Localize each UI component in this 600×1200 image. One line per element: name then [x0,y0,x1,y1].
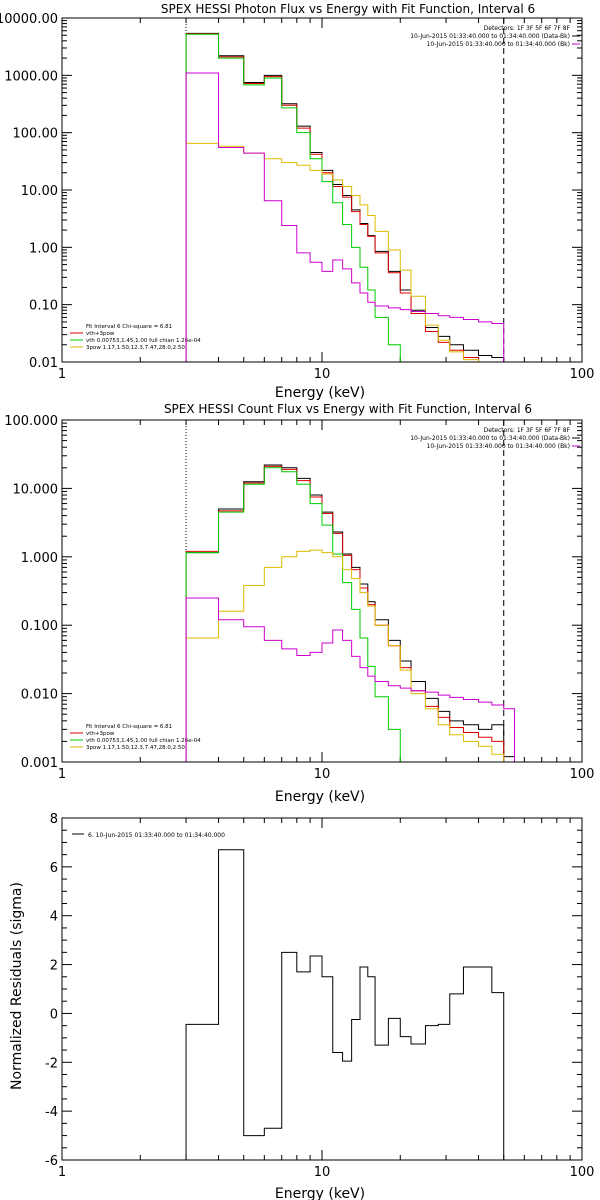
info-line: 10-Jun-2015 01:33:40.000 to 01:34:40.000… [410,33,570,40]
y-tick-label: 8 [50,812,58,827]
y-tick-label: 100.000 [4,414,58,429]
fit-legend-line: 3pow 1.17,1.50,12.3,7.47,28.0,2.50 [86,345,185,351]
series-line-vth [185,467,412,762]
x-tick-label: 100 [570,367,595,382]
info-line: 10-Jun-2015 01:33:40.000 to 01:34:40.000… [427,443,570,450]
count-info: Detectors: 1F 3F 5F 6F 7F 8F10-Jun-2015 … [410,427,580,450]
photon-flux-panel: SPEX HESSI Photon Flux vs Energy with Fi… [0,2,595,401]
photon-series [185,32,505,362]
count-xaxis-label: Energy (keV) [275,789,365,805]
photon-yticks: 0.01 0.10 1.00 10.00 100.00 1000.00 10000.00 [0,12,582,371]
y-tick-label: 0.01 [29,356,58,371]
residuals-yaxis-label: Normalized Residuals (sigma) [9,882,25,1090]
count-series [185,464,515,762]
residuals-legend: 6. 10-Jun-2015 01:33:40.000 to 01:34:40.… [72,832,225,839]
series-line-3pow [185,142,480,362]
info-line: 10-Jun-2015 01:33:40.000 to 01:34:40.000… [410,435,570,442]
y-tick-label: -4 [45,1105,58,1120]
y-tick-label: -6 [45,1154,58,1169]
x-tick-label: 1 [58,367,66,382]
y-tick-label: 4 [50,910,58,925]
series-line-vth-3pow [185,33,480,362]
fit-legend-line: vth+3pow [86,331,115,337]
residuals-yticks: -6 -4 -2 0 2 4 6 8 [45,812,582,1169]
y-tick-label: 6 [50,861,58,876]
series-line-bk [185,597,515,762]
x-tick-label: 10 [314,1165,331,1180]
y-tick-label: 100.00 [13,127,59,142]
residuals-plot-frame [61,817,583,1161]
x-tick-label: 1 [58,1165,66,1180]
y-tick-label: 1.000 [21,551,58,566]
count-vlines [185,420,505,762]
info-line: 10-Jun-2015 01:33:40.000 to 01:34:40.000… [427,41,570,48]
series-line-3pow [185,549,505,762]
fit-legend-line: Fit Interval 6 Chi-square = 6.81 [86,724,172,730]
photon-xaxis-label: Energy (keV) [275,385,365,401]
series-line-vth [185,33,401,362]
y-tick-label: 0 [50,1007,58,1022]
residuals-legend-label: 6. 10-Jun-2015 01:33:40.000 to 01:34:40.… [88,832,225,839]
photon-vlines [185,18,505,362]
count-flux-panel: SPEX HESSI Count Flux vs Energy with Fit… [4,402,595,805]
y-tick-label: 10.000 [13,482,59,497]
y-tick-label: 2 [50,959,58,974]
x-tick-label: 100 [570,1165,595,1180]
info-line: Detectors: 1F 3F 5F 6F 7F 8F [484,25,571,32]
count-chart-title: SPEX HESSI Count Flux vs Energy with Fit… [164,402,532,416]
residuals-series [185,849,505,1160]
series-line-bk [185,72,505,362]
count-plot-frame [61,419,583,763]
x-tick-label: 100 [570,767,595,782]
x-tick-label: 10 [314,767,331,782]
y-tick-label: 10000.00 [0,12,58,27]
fit-legend-line: vth+3pow [86,731,115,737]
y-tick-label: 10.00 [21,184,58,199]
residuals-xaxis-label: Energy (keV) [275,1186,365,1200]
y-tick-label: 1.00 [29,241,58,256]
x-tick-label: 10 [314,367,331,382]
series-line-data-bk [185,32,505,362]
fit-legend-line: vth 0.00753,1.45,1.00 full chian 1.26e-0… [86,338,201,344]
count-fit-legend: Fit Interval 6 Chi-square = 6.81vth+3pow… [70,724,201,751]
y-tick-label: -2 [45,1056,58,1071]
photon-info: Detectors: 1F 3F 5F 6F 7F 8F10-Jun-2015 … [410,25,580,48]
photon-fit-legend: Fit Interval 6 Chi-square = 6.81vth+3pow… [70,324,201,351]
y-tick-label: 0.10 [29,299,58,314]
y-tick-label: 0.100 [21,619,58,634]
fit-legend-line: vth 0.00753,1.45,1.00 full chian 1.26e-0… [86,738,201,744]
x-tick-label: 1 [58,767,66,782]
y-tick-label: 0.001 [21,756,58,771]
series-line-vth-3pow [185,465,505,762]
residuals-xticks: 1 10 100 [58,818,595,1180]
residuals-panel: 1 10 100 -6 -4 -2 0 2 4 6 8 6. 10-Jun-2015 01:33:… [9,812,594,1200]
series-line-data-bk [185,464,515,762]
photon-plot-frame [61,17,583,363]
fit-legend-line: Fit Interval 6 Chi-square = 6.81 [86,324,172,330]
info-line: Detectors: 1F 3F 5F 6F 7F 8F [484,427,571,434]
photon-chart-title: SPEX HESSI Photon Flux vs Energy with Fi… [161,2,535,16]
series-line-residuals [185,849,505,1160]
y-tick-label: 0.010 [21,688,58,703]
y-tick-label: 1000.00 [4,69,58,84]
fit-legend-line: 3pow 1.17,1.50,12.3,7.47,28.0,2.50 [86,745,185,751]
